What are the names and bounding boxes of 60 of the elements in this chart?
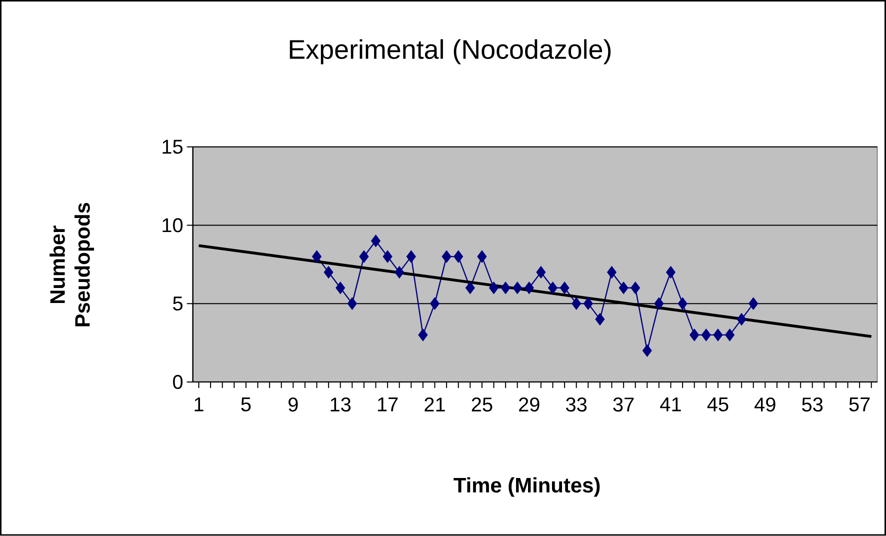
x-tick-label: 21 [424, 398, 445, 412]
point [454, 250, 464, 263]
point [489, 282, 499, 294]
point [500, 282, 510, 294]
point [678, 297, 688, 310]
point [394, 266, 404, 279]
point [336, 282, 346, 294]
y-axis-title: Number Pseudopods [50, 203, 94, 326]
y-tick-label: 0 [173, 375, 183, 390]
x-tick-label: 33 [566, 398, 587, 412]
point [595, 313, 605, 326]
point [642, 344, 652, 357]
x-tick-label: 17 [378, 398, 398, 412]
point [701, 328, 711, 342]
point [618, 282, 628, 294]
x-tick-label: 41 [660, 398, 681, 412]
x-tick-label: 57 [849, 398, 870, 412]
x-tick-label: 49 [754, 398, 776, 412]
point [524, 282, 534, 294]
y-tick-label: 15 [162, 140, 182, 154]
point [371, 234, 381, 248]
point [690, 328, 700, 342]
point [583, 297, 593, 310]
chart-title: Experimental (Nocodazole) [290, 39, 611, 64]
point [713, 328, 723, 342]
point [736, 313, 746, 326]
x-tick-label: 1 [194, 398, 204, 412]
point [430, 297, 440, 310]
point [607, 266, 617, 279]
point [347, 297, 357, 310]
point [748, 297, 758, 310]
point [666, 266, 676, 279]
x-tick-label: 53 [802, 398, 823, 412]
point [418, 328, 428, 342]
point [382, 250, 392, 263]
x-tick-label: 45 [707, 398, 728, 412]
point [572, 297, 582, 310]
point [312, 250, 322, 263]
x-tick-label: 25 [472, 398, 492, 412]
x-tick-label: 29 [519, 398, 540, 412]
point [406, 250, 416, 263]
x-tick-label: 9 [288, 398, 298, 412]
point [442, 250, 452, 263]
point [548, 282, 558, 294]
x-tick-label: 13 [330, 398, 351, 412]
point [465, 282, 475, 294]
y-tick-label: 10 [162, 218, 183, 232]
point [654, 297, 664, 310]
point [477, 250, 487, 263]
point [560, 282, 570, 294]
point [324, 266, 334, 279]
x-tick-label: 5 [241, 398, 251, 412]
x-tick-label: 37 [613, 398, 634, 412]
point [359, 250, 369, 263]
point [725, 328, 735, 342]
point [512, 282, 522, 294]
y-tick-label: 5 [173, 296, 183, 311]
x-axis-title: Time (Minutes) [454, 477, 600, 497]
point [630, 282, 640, 294]
point [536, 266, 546, 279]
